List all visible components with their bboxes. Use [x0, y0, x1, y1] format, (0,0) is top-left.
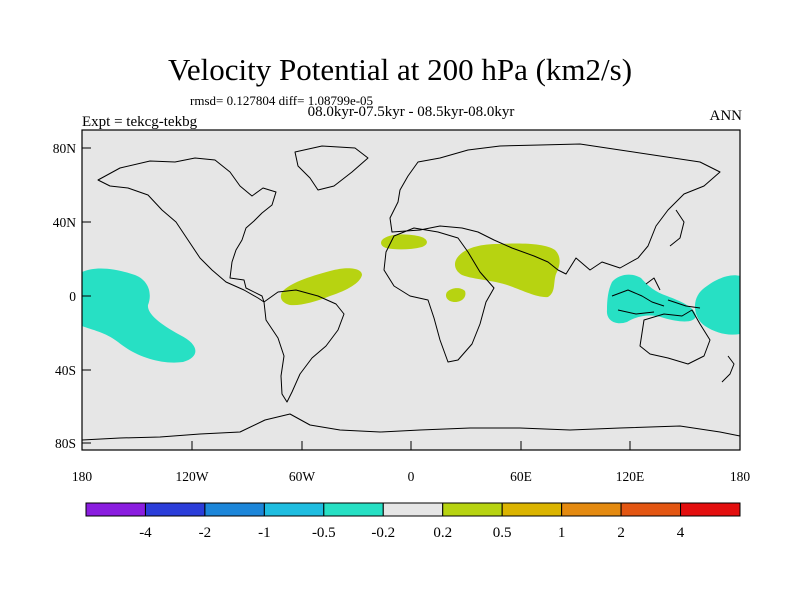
colorbar-label: -0.2 — [371, 525, 395, 541]
colorbar-label: -1 — [258, 525, 271, 541]
lon-label-120W: 120W — [176, 469, 209, 484]
maritime-continent-coastline — [611, 277, 701, 315]
colorbar-box — [382, 502, 444, 517]
axis-ticks — [81, 147, 741, 450]
negative-anomaly-regions — [82, 268, 740, 363]
africa-coastline — [383, 227, 495, 363]
lon-label-0: 0 — [408, 469, 415, 484]
lat-label-80N: 80N — [53, 141, 77, 156]
colorbar-label: 2 — [617, 525, 625, 541]
lat-label-40N: 40N — [53, 215, 77, 230]
lon-label-180E: 180 — [730, 469, 751, 484]
australia-coastline — [639, 309, 711, 365]
colorbar-label: 1 — [558, 525, 566, 541]
japan-coastline — [669, 209, 685, 247]
lon-label-60W: 60W — [289, 469, 316, 484]
central-africa-positive-region — [445, 288, 466, 302]
colorbar-label: 0.2 — [433, 525, 452, 541]
middle-east-positive-region — [454, 243, 560, 298]
colorbar-label: -2 — [199, 525, 212, 541]
colorbar-label: -0.5 — [312, 525, 336, 541]
lat-label-40S: 40S — [55, 363, 76, 378]
south-america-coastline — [263, 289, 345, 403]
period-label: 08.0kyr-07.5kyr - 08.5kyr-08.0kyr — [307, 104, 515, 120]
colorbar-label: 4 — [677, 525, 685, 541]
lat-label-80S: 80S — [55, 436, 76, 451]
experiment-label: Expt = tekcg-tekbg — [82, 114, 198, 130]
west-pacific-negative-region — [694, 275, 740, 335]
colorbar-box — [620, 502, 682, 517]
coastlines — [81, 143, 741, 441]
antarctica-coastline — [81, 413, 741, 441]
colorbar: -4 -2 -1 -0.5 -0.2 0.2 0.5 1 2 4 — [85, 502, 741, 541]
colorbar-box — [144, 502, 206, 517]
lat-label-0: 0 — [69, 289, 76, 304]
colorbar-box — [204, 502, 265, 517]
colorbar-label: 0.5 — [493, 525, 512, 541]
colorbar-box — [680, 502, 741, 517]
colorbar-box — [501, 502, 563, 517]
map-panel — [81, 129, 741, 451]
lon-label-120E: 120E — [616, 469, 645, 484]
rmsd-diff-stats: rmsd= 0.127804 diff= 1.08799e-05 — [190, 93, 374, 108]
season-label: ANN — [709, 108, 743, 124]
latitude-labels: 80N 40N 0 40S 80S — [53, 141, 77, 451]
plot-title: Velocity Potential at 200 hPa (km2/s) — [167, 52, 633, 87]
greenland-coastline — [294, 145, 369, 191]
lon-label-60E: 60E — [510, 469, 532, 484]
colorbar-box — [442, 502, 503, 517]
colorbar-box — [323, 502, 384, 517]
south-america-positive-region — [280, 268, 362, 306]
lon-label-180W: 180 — [72, 469, 93, 484]
north-america-coastline — [97, 157, 277, 303]
eurasia-coastline — [389, 143, 721, 275]
maritime-continent-negative-region — [606, 274, 696, 324]
colorbar-box — [85, 502, 146, 517]
colorbar-box — [561, 502, 622, 517]
longitude-labels: 180 120W 60W 0 60E 120E 180 — [72, 469, 751, 484]
east-pacific-negative-region — [82, 268, 196, 363]
colorbar-label: -4 — [139, 525, 152, 541]
colorbar-box — [263, 502, 325, 517]
new-zealand-coastline — [721, 355, 735, 383]
